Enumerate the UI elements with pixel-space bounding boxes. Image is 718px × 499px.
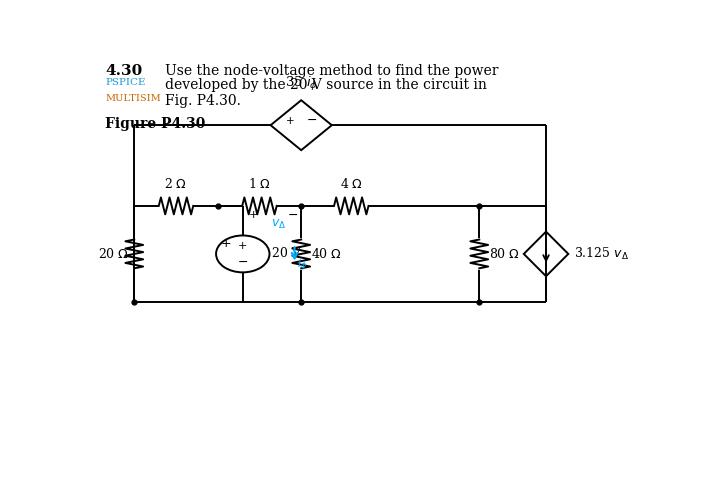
Text: Fig. P4.30.: Fig. P4.30. <box>165 94 241 108</box>
Text: +: + <box>220 237 231 250</box>
Text: 4.30: 4.30 <box>106 64 143 78</box>
Text: +: + <box>249 210 258 220</box>
Text: $i_\phi$: $i_\phi$ <box>297 258 307 274</box>
Text: 80 $\Omega$: 80 $\Omega$ <box>489 247 521 261</box>
Text: Figure P4.30: Figure P4.30 <box>106 117 205 131</box>
Text: +: + <box>238 241 248 250</box>
Text: −: − <box>288 209 298 222</box>
Text: MULTISIM: MULTISIM <box>106 94 161 103</box>
Text: PSPICE: PSPICE <box>106 78 146 87</box>
Text: −: − <box>307 114 317 127</box>
Text: developed by the 20 V source in the circuit in: developed by the 20 V source in the circ… <box>165 78 487 92</box>
Text: $v_{\Delta}$: $v_{\Delta}$ <box>271 218 286 231</box>
Text: 40 $\Omega$: 40 $\Omega$ <box>311 247 342 261</box>
Text: 20 $\Omega$: 20 $\Omega$ <box>98 247 129 261</box>
Text: 3.125 $v_{\Delta}$: 3.125 $v_{\Delta}$ <box>574 246 629 262</box>
Text: 35 $i_\phi$: 35 $i_\phi$ <box>285 75 317 93</box>
Text: +: + <box>286 116 294 126</box>
Text: 20 V: 20 V <box>272 248 301 260</box>
Text: 4 $\Omega$: 4 $\Omega$ <box>340 177 363 191</box>
Text: 1 $\Omega$: 1 $\Omega$ <box>248 177 271 191</box>
Text: Use the node-voltage method to find the power: Use the node-voltage method to find the … <box>165 64 498 78</box>
Text: 2 $\Omega$: 2 $\Omega$ <box>164 177 187 191</box>
Text: −: − <box>238 255 248 269</box>
